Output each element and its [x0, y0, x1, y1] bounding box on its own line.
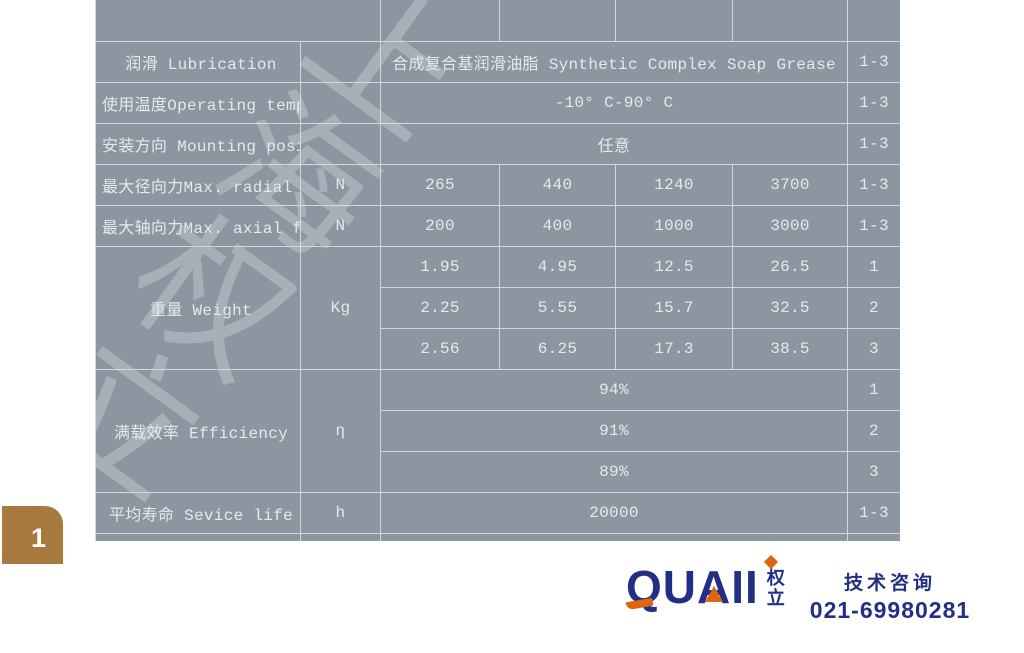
spec-value-cell: 6.25 — [499, 327, 616, 370]
table-row-protection-class: 防护等级 Protection class IP65 1-3 — [95, 532, 900, 541]
cutoff-cell — [380, 0, 500, 42]
brand-chinese-name: 权立 — [764, 568, 785, 608]
spec-value-cell: 任意 — [380, 122, 848, 165]
spec-label-cell: 使用温度Operating temperature — [95, 81, 301, 124]
stage-cell: 1-3 — [847, 532, 900, 541]
spec-label-cell: 平均寿命 Sevice life — [95, 491, 301, 534]
cutoff-cell — [499, 0, 616, 42]
spec-table-container: 上海权立 润滑 Lubrication 合成复合基润滑油脂 Synth — [95, 0, 900, 541]
stage-cell: 2 — [847, 409, 900, 452]
spec-value-cell: 26.5 — [732, 245, 848, 288]
table-row-max-radial-force: 最大径向力Max. radial force N 265 440 1240 37… — [95, 163, 900, 206]
spec-unit-cell: η — [300, 368, 381, 493]
spec-unit-cell — [300, 81, 381, 124]
spec-value-cell: 12.5 — [615, 245, 733, 288]
stage-cell: 1-3 — [847, 122, 900, 165]
cutoff-cell — [615, 0, 733, 42]
spec-unit-cell — [300, 40, 381, 83]
spec-value-cell: 2.25 — [380, 286, 500, 329]
spec-value-cell: 5.55 — [499, 286, 616, 329]
logo-triangle-icon — [705, 586, 723, 602]
spec-value-cell: 17.3 — [615, 327, 733, 370]
table-row-efficiency-2: 91% 2 — [96, 409, 900, 452]
cutoff-cell — [847, 0, 900, 42]
spec-value-cell: 91% — [380, 409, 848, 452]
spec-value-cell: 1.95 — [380, 245, 500, 288]
spec-value-cell: 15.7 — [615, 286, 733, 329]
table-row-weight-3: 2.56 6.25 17.3 38.5 3 — [96, 327, 900, 370]
spec-value-cell: 94% — [380, 368, 848, 411]
table-row-weight-1: 重量 Weight Kg 1.95 4.95 12.5 26.5 1 — [95, 245, 900, 370]
stage-cell: 1 — [847, 245, 900, 288]
spec-label-cell: 安装方向 Mounting position — [95, 122, 301, 165]
footer-contact: 技术咨询 021-69980281 — [810, 568, 970, 624]
stage-cell: 2 — [847, 286, 900, 329]
spec-unit-cell — [300, 122, 381, 165]
table-row-cutoff — [95, 0, 900, 42]
table-row-lubrication: 润滑 Lubrication 合成复合基润滑油脂 Synthetic Compl… — [95, 40, 900, 83]
table-row-mounting-position: 安装方向 Mounting position 任意 1-3 — [95, 122, 900, 165]
spec-value-cell: 1240 — [615, 163, 733, 206]
spec-unit-cell: N — [300, 163, 381, 206]
spec-value-cell: 1000 — [615, 204, 733, 247]
spec-unit-cell: Kg — [300, 245, 381, 370]
table-row-service-life: 平均寿命 Sevice life h 20000 1-3 — [95, 491, 900, 534]
spec-label-cell: 重量 Weight — [95, 245, 301, 370]
spec-unit-cell — [300, 532, 381, 541]
spec-value-cell: 20000 — [380, 491, 848, 534]
spec-value-cell: 265 — [380, 163, 500, 206]
spec-value-cell: 3700 — [732, 163, 848, 206]
spec-value-cell: 200 — [380, 204, 500, 247]
spec-value-cell: 400 — [499, 204, 616, 247]
table-row-operating-temperature: 使用温度Operating temperature -10° C-90° C 1… — [95, 81, 900, 124]
spec-value-cell: -10° C-90° C — [380, 81, 848, 124]
brand-logo: QUAII — [625, 554, 779, 616]
stage-cell: 1-3 — [847, 491, 900, 534]
spec-unit-cell: h — [300, 491, 381, 534]
spec-table: 润滑 Lubrication 合成复合基润滑油脂 Synthetic Compl… — [95, 0, 900, 541]
spec-value-cell: 合成复合基润滑油脂 Synthetic Complex Soap Grease — [380, 40, 848, 83]
page-number: 1 — [30, 522, 47, 553]
cutoff-cell — [732, 0, 848, 42]
spec-unit-cell: N — [300, 204, 381, 247]
spec-value-cell: 4.95 — [499, 245, 616, 288]
stage-cell: 1-3 — [847, 163, 900, 206]
table-row-weight-2: 2.25 5.55 15.7 32.5 2 — [96, 286, 900, 329]
spec-value-cell: 89% — [380, 450, 848, 493]
spec-value-cell: 2.56 — [380, 327, 500, 370]
footer-brand: QUAII 权立 技术咨询 021-69980281 — [625, 554, 970, 624]
stage-cell: 1-3 — [847, 81, 900, 124]
table-row-efficiency-3: 89% 3 — [96, 450, 900, 493]
spec-label-cell: 润滑 Lubrication — [95, 40, 301, 83]
table-row-max-axial-force: 最大轴向力Max. axial force N 200 400 1000 300… — [95, 204, 900, 247]
spec-value-cell: 3000 — [732, 204, 848, 247]
service-label: 技术咨询 — [843, 573, 936, 594]
stage-cell: 3 — [847, 327, 900, 370]
spec-value-cell: 440 — [499, 163, 616, 206]
spec-label-cell: 最大轴向力Max. axial force — [95, 204, 301, 247]
stage-cell: 3 — [847, 450, 900, 493]
spec-value-cell: 32.5 — [732, 286, 848, 329]
table-row-efficiency-1: 满载效率 Efficiency η 94% 1 — [95, 368, 900, 493]
spec-value-cell: IP65 — [380, 532, 848, 541]
phone-number: 021-69980281 — [809, 597, 971, 623]
spec-label-cell: 防护等级 Protection class — [95, 532, 301, 541]
cutoff-cell — [95, 0, 381, 42]
stage-cell: 1-3 — [847, 204, 900, 247]
stage-cell: 1-3 — [847, 40, 900, 83]
spec-label-cell: 最大径向力Max. radial force — [95, 163, 301, 206]
stage-cell: 1 — [847, 368, 900, 411]
spec-value-cell: 38.5 — [732, 327, 848, 370]
logo-diamond-icon — [763, 554, 779, 570]
spec-label-cell: 满载效率 Efficiency — [95, 368, 301, 493]
page-number-tab: 1 — [2, 506, 63, 564]
